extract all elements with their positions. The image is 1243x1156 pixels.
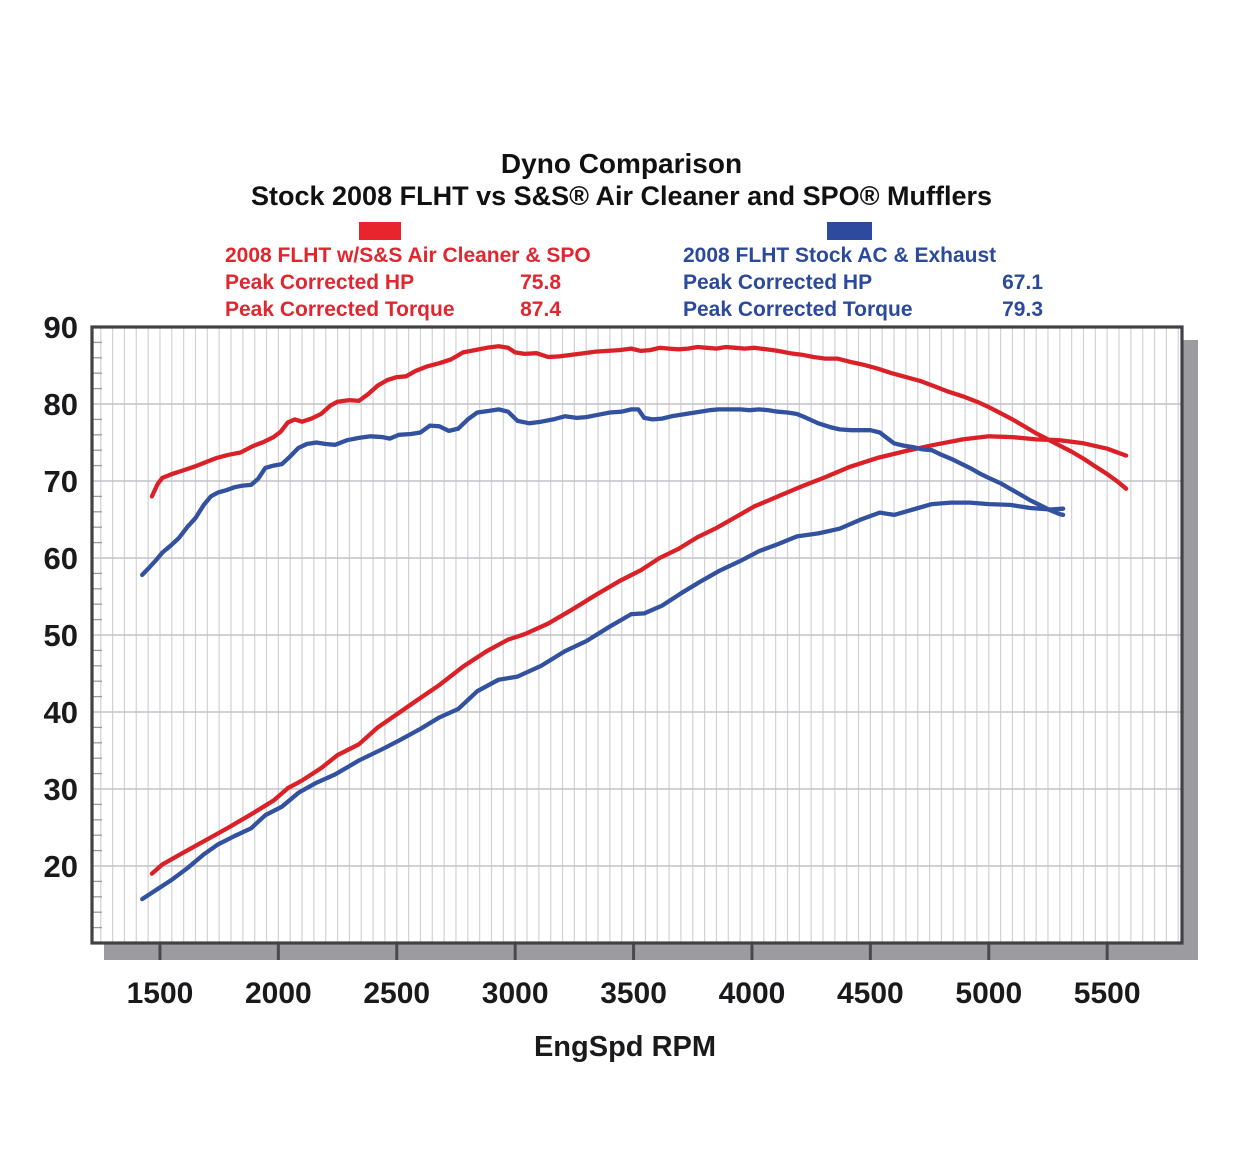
legend-red-hp-value: 75.8 [520, 271, 561, 294]
x-axis-label-1500: 1500 [127, 977, 194, 1010]
x-axis-label-5000: 5000 [955, 977, 1022, 1010]
y-axis-label-60: 60 [44, 541, 78, 576]
curve-stock-hp [140, 500, 1066, 902]
x-axis-label-3000: 3000 [482, 977, 549, 1010]
y-axis-label-40: 40 [44, 695, 78, 730]
legend-blue-swatch [827, 222, 872, 240]
legend-blue-torque-value: 79.3 [1002, 298, 1043, 321]
x-axis-title: EngSpd RPM [534, 1031, 716, 1063]
x-axis-label-4500: 4500 [837, 977, 904, 1010]
y-axis-label-50: 50 [44, 618, 78, 653]
legend-blue-title: 2008 FLHT Stock AC & Exhaust [683, 244, 997, 267]
legend-red-title-row: 2008 FLHT w/S&S Air Cleaner & SPO [225, 242, 591, 269]
y-axis-label-80: 80 [44, 387, 78, 422]
curve-stock-torque [140, 407, 1066, 578]
legend-blue-hp-label: Peak Corrected HP [683, 271, 873, 294]
x-axis-label-5500: 5500 [1074, 977, 1141, 1010]
legend-red-swatch [359, 222, 401, 240]
y-axis-label-20: 20 [44, 849, 78, 884]
chart-title-line1: Dyno Comparison [500, 148, 743, 179]
x-axis-label-2000: 2000 [245, 977, 312, 1010]
y-axis-label-90: 90 [44, 310, 78, 345]
chart-title: Dyno Comparison Stock 2008 FLHT vs S&S® … [0, 148, 1243, 212]
legend-red-torque-row: Peak Corrected Torque 87.4 [225, 296, 561, 323]
x-axis-label-3500: 3500 [600, 977, 667, 1010]
legend-red-title: 2008 FLHT w/S&S Air Cleaner & SPO [225, 244, 591, 267]
legend-red-hp-row: Peak Corrected HP 75.8 [225, 269, 561, 296]
y-axis-label-70: 70 [44, 464, 78, 499]
x-axis-label-4000: 4000 [719, 977, 786, 1010]
legend-blue-title-row: 2008 FLHT Stock AC & Exhaust [683, 242, 1043, 269]
plot-border [90, 325, 1184, 945]
legend-blue-hp-row: Peak Corrected HP 67.1 [683, 269, 1043, 296]
legend-blue-torque-label: Peak Corrected Torque [683, 298, 913, 321]
y-axis-label-30: 30 [44, 772, 78, 807]
chart-title-line2: Stock 2008 FLHT vs S&S® Air Cleaner and … [251, 181, 992, 211]
legend-blue: 2008 FLHT Stock AC & Exhaust Peak Correc… [683, 242, 1043, 323]
legend-blue-torque-row: Peak Corrected Torque 79.3 [683, 296, 1043, 323]
x-axis-label-2500: 2500 [363, 977, 430, 1010]
legend-red-hp-label: Peak Corrected HP [225, 271, 415, 294]
legend-red-torque-label: Peak Corrected Torque [225, 298, 455, 321]
curve-ss-torque [149, 344, 1129, 499]
legend-red: 2008 FLHT w/S&S Air Cleaner & SPO Peak C… [225, 242, 591, 323]
legend-blue-hp-value: 67.1 [1002, 271, 1043, 294]
legend-red-torque-value: 87.4 [520, 298, 561, 321]
curve-ss-hp [149, 434, 1129, 876]
